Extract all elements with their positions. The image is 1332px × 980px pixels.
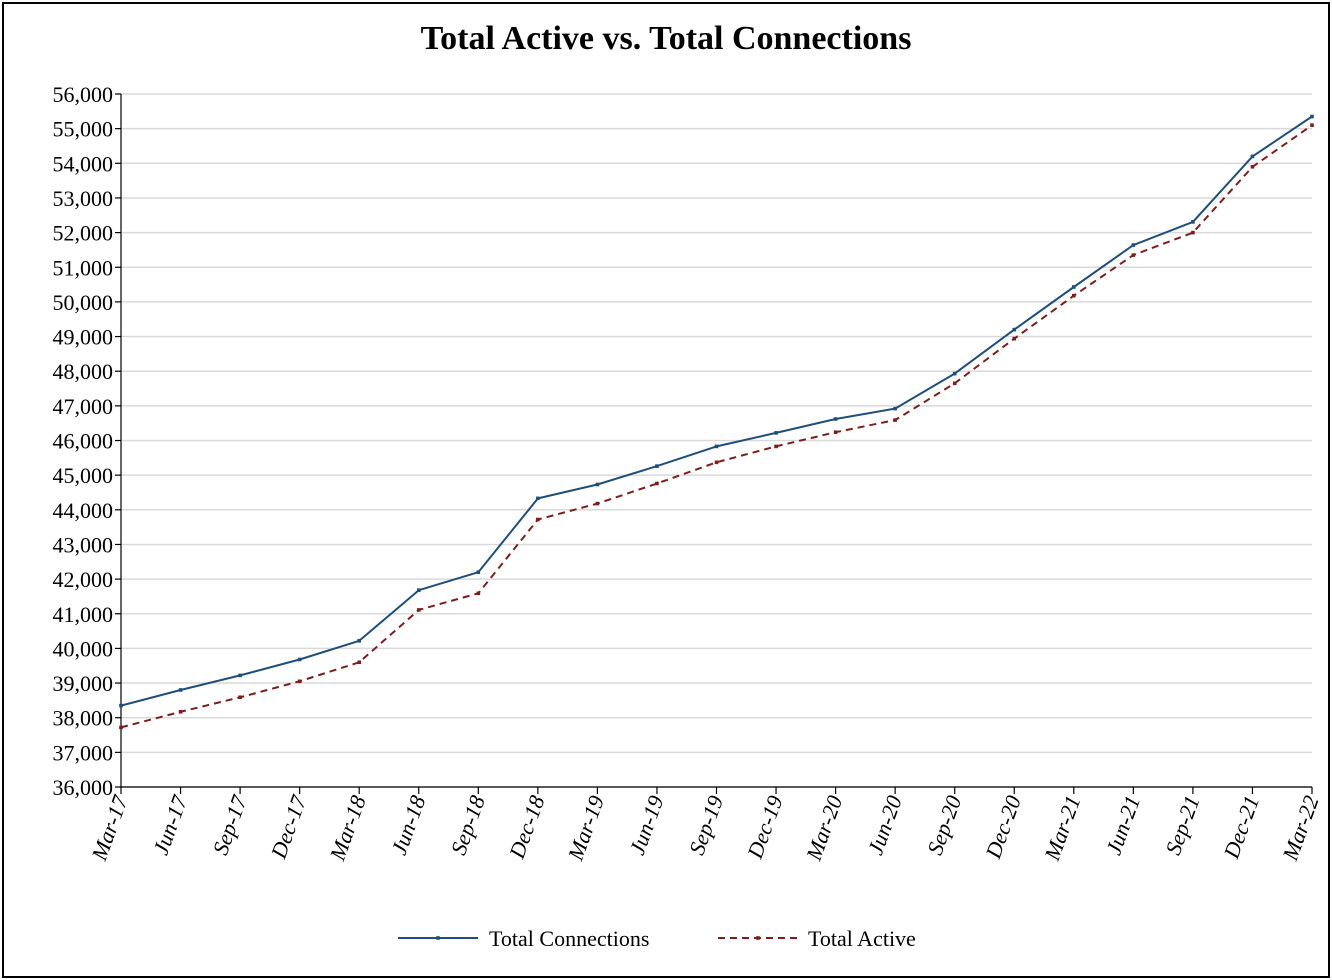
data-point — [1191, 230, 1195, 235]
data-point — [1310, 123, 1314, 127]
data-point — [893, 406, 897, 411]
series-lines — [119, 114, 1314, 730]
x-tick-label: Mar-19 — [562, 792, 609, 864]
data-point — [536, 517, 540, 522]
y-tick-label: 49,000 — [53, 325, 114, 350]
data-point — [893, 418, 897, 422]
data-point — [714, 444, 719, 449]
x-tick-label: Sep-18 — [446, 792, 490, 858]
y-tick-label: 51,000 — [53, 255, 114, 280]
y-tick-label: 44,000 — [53, 498, 114, 523]
y-tick-label: 36,000 — [53, 775, 114, 800]
data-point — [1250, 164, 1255, 169]
y-tick-label: 48,000 — [53, 359, 114, 384]
data-point — [357, 660, 361, 665]
data-point — [357, 638, 361, 643]
y-tick-label: 56,000 — [53, 82, 114, 107]
x-tick-label: Sep-21 — [1160, 792, 1204, 858]
x-tick-label: Sep-17 — [207, 791, 252, 858]
y-tick-label: 55,000 — [53, 117, 114, 142]
legend-label: Total Connections — [489, 926, 649, 951]
x-tick-label: Dec-19 — [742, 792, 788, 862]
y-tick-label: 47,000 — [53, 394, 114, 419]
x-tick-label: Mar-17 — [86, 791, 133, 864]
y-tick-label: 54,000 — [53, 151, 114, 176]
x-tick-label: Dec-20 — [980, 792, 1026, 862]
y-tick-label: 37,000 — [53, 740, 114, 765]
x-tick-label: Mar-22 — [1277, 792, 1324, 864]
data-point — [178, 688, 183, 692]
data-point — [1072, 293, 1076, 298]
data-point — [1131, 253, 1136, 257]
data-point — [1072, 285, 1076, 289]
data-point — [774, 444, 778, 449]
y-tick-label: 39,000 — [53, 671, 114, 696]
y-tick-label: 43,000 — [53, 532, 114, 557]
x-axis-ticks: Mar-17 Jun-17 Sep-17 Dec-17 Mar-18 Jun-18 Sep-… — [86, 787, 1324, 864]
data-point — [774, 431, 778, 435]
data-point — [833, 430, 838, 434]
data-point — [1250, 154, 1255, 159]
x-tick-label: Dec-18 — [504, 792, 550, 862]
legend-marker — [756, 936, 760, 940]
data-point — [536, 496, 540, 501]
data-point — [297, 657, 302, 662]
data-point — [595, 501, 600, 506]
data-point — [416, 608, 421, 612]
x-tick-label: Jun-20 — [862, 792, 906, 858]
x-tick-label: Jun-17 — [148, 791, 193, 858]
x-tick-label: Sep-19 — [684, 792, 728, 858]
data-point — [1131, 243, 1136, 247]
x-tick-label: Mar-18 — [324, 792, 371, 864]
y-tick-label: 41,000 — [53, 602, 114, 627]
data-point — [476, 591, 481, 596]
data-point — [1012, 327, 1017, 332]
x-tick-label: Sep-20 — [922, 792, 966, 858]
y-tick-label: 40,000 — [53, 636, 114, 661]
legend: Total Connections Total Active — [398, 926, 916, 951]
y-tick-label: 50,000 — [53, 290, 114, 315]
chart-title: Total Active vs. Total Connections — [421, 20, 912, 57]
y-tick-label: 42,000 — [53, 567, 114, 592]
y-tick-label: 38,000 — [53, 706, 114, 731]
x-tick-label: Mar-21 — [1039, 792, 1086, 864]
x-tick-label: Jun-21 — [1101, 792, 1145, 858]
data-point — [952, 371, 957, 376]
x-tick-label: Jun-19 — [624, 792, 668, 858]
y-tick-label: 53,000 — [53, 186, 114, 211]
data-point — [1191, 220, 1195, 224]
data-point — [1310, 114, 1314, 119]
data-point — [655, 464, 659, 468]
x-tick-label: Dec-17 — [265, 791, 311, 862]
data-point — [476, 570, 481, 574]
data-point — [238, 695, 242, 700]
data-point — [595, 482, 600, 487]
data-point — [119, 725, 123, 730]
data-point — [416, 588, 421, 592]
y-tick-label: 45,000 — [53, 463, 114, 488]
y-axis-ticks: 36,000 37,000 38,000 39,000 40,000 41,000 42,0… — [53, 82, 121, 800]
x-tick-label: Mar-20 — [801, 792, 848, 864]
y-tick-label: 52,000 — [53, 221, 114, 246]
data-point — [952, 381, 957, 386]
x-tick-label: Dec-21 — [1218, 792, 1264, 862]
data-point — [833, 417, 838, 421]
legend-marker — [436, 936, 440, 940]
y-tick-label: 46,000 — [53, 429, 114, 454]
data-point — [1012, 336, 1017, 341]
data-point — [297, 679, 302, 684]
data-point — [119, 703, 123, 708]
series-line-1 — [120, 124, 1313, 729]
x-tick-label: Jun-18 — [386, 792, 430, 858]
legend-label: Total Active — [808, 926, 916, 951]
data-point — [714, 460, 719, 465]
data-point — [655, 481, 659, 486]
data-point — [238, 673, 242, 678]
series-line-0 — [120, 115, 1313, 707]
data-point — [178, 710, 183, 714]
